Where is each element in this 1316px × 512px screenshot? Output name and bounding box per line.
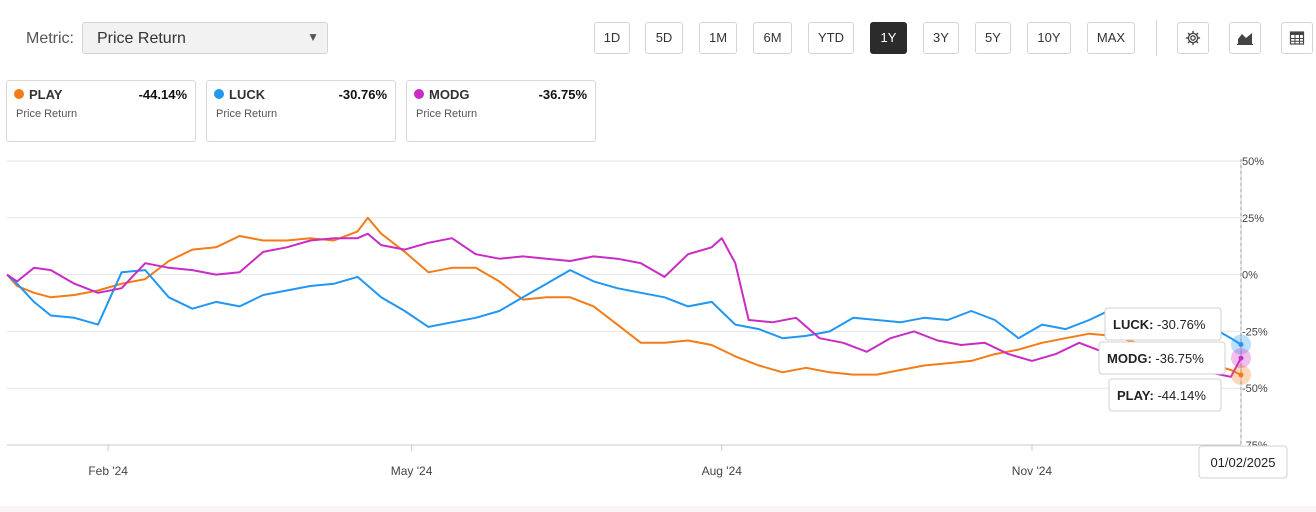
tooltip-box [1104, 307, 1222, 341]
tooltip-value: -44.14% [1154, 388, 1206, 403]
x-tick-label: May '24 [391, 464, 433, 478]
metric-label: Metric: [26, 30, 74, 47]
series-color-dot [414, 89, 424, 99]
legend-ticker: MODG [429, 87, 470, 102]
legend-metric: Price Return [416, 108, 478, 120]
legend-card-modg[interactable]: MODG -36.75% Price Return [406, 80, 596, 142]
range-1m-button[interactable]: 1M [699, 22, 737, 54]
table-icon [1289, 31, 1305, 45]
series-line-play [6, 216, 1242, 376]
tooltip-ticker: PLAY: [1117, 388, 1154, 403]
tooltip-box [1098, 341, 1226, 375]
toolbar-divider [1156, 20, 1157, 56]
legend-value: -30.76% [338, 87, 387, 102]
legend-metric: Price Return [16, 108, 78, 120]
range-ytd-button[interactable]: YTD [808, 22, 854, 54]
end-marker-luck [1238, 341, 1244, 347]
x-tick-label: Nov '24 [1012, 464, 1053, 478]
chart-toolbar: Metric: Price Return ▼ 1D 5D 1M 6M YTD 1… [0, 0, 1316, 78]
metric-select[interactable]: Price Return ▼ [82, 22, 328, 54]
legend-value: -36.75% [538, 87, 587, 102]
x-tick-label: Aug '24 [702, 464, 743, 478]
tooltip-box [1108, 378, 1222, 412]
tooltip-text: PLAY: -44.14% [1117, 388, 1206, 403]
tooltip-text: MODG: -36.75% [1107, 351, 1204, 366]
chart-type-button[interactable] [1229, 22, 1261, 54]
range-10y-button[interactable]: 10Y [1027, 22, 1071, 54]
table-view-button[interactable] [1281, 22, 1313, 54]
y-tick-label: 0% [1242, 270, 1258, 282]
tooltip-luck: LUCK: -30.76% [1104, 307, 1222, 341]
y-tick-label: 25% [1242, 213, 1264, 225]
tooltip-text: LUCK: -30.76% [1113, 317, 1206, 332]
tooltip-ticker: LUCK: [1113, 317, 1153, 332]
legend-card-luck[interactable]: LUCK -30.76% Price Return [206, 80, 396, 142]
y-tick-label: -25% [1242, 326, 1268, 338]
range-3y-button[interactable]: 3Y [923, 22, 959, 54]
tooltip-ticker: MODG: [1107, 351, 1152, 366]
series-line-luck [6, 269, 1242, 346]
legend-card-play[interactable]: PLAY -44.14% Price Return [6, 80, 196, 142]
bottom-strip [0, 506, 1316, 512]
tooltip-play: PLAY: -44.14% [1108, 378, 1222, 412]
area-chart-icon [1237, 33, 1253, 45]
date-label-text: 01/02/2025 [1210, 455, 1275, 470]
range-5y-button[interactable]: 5Y [975, 22, 1011, 54]
settings-button[interactable] [1177, 22, 1209, 54]
range-1y-button[interactable]: 1Y [870, 22, 907, 54]
metric-select-value: Price Return [97, 30, 186, 47]
x-tick-label: Feb '24 [88, 464, 128, 478]
tooltip-value: -30.76% [1153, 317, 1205, 332]
range-1d-button[interactable]: 1D [594, 22, 630, 54]
range-5d-button[interactable]: 5D [645, 22, 683, 54]
legend-ticker: LUCK [229, 87, 266, 102]
date-label-box [1198, 445, 1288, 479]
legend-ticker: PLAY [29, 87, 63, 102]
legend-value: -44.14% [138, 87, 187, 102]
y-tick-label: -50% [1242, 383, 1268, 395]
crosshair-date-label: 01/02/2025 [1198, 445, 1288, 479]
series-color-dot [14, 89, 24, 99]
chevron-down-icon: ▼ [307, 30, 319, 44]
range-max-button[interactable]: MAX [1087, 22, 1135, 54]
series-line-modg [6, 232, 1242, 378]
tooltip-value: -36.75% [1152, 351, 1204, 366]
range-6m-button[interactable]: 6M [753, 22, 792, 54]
tooltip-modg: MODG: -36.75% [1098, 341, 1226, 375]
end-marker-play [1238, 372, 1244, 378]
series-color-dot [214, 89, 224, 99]
gear-icon [1185, 30, 1201, 46]
end-marker-modg [1238, 355, 1244, 361]
y-tick-label: 50% [1242, 156, 1264, 168]
legend-metric: Price Return [216, 108, 278, 120]
